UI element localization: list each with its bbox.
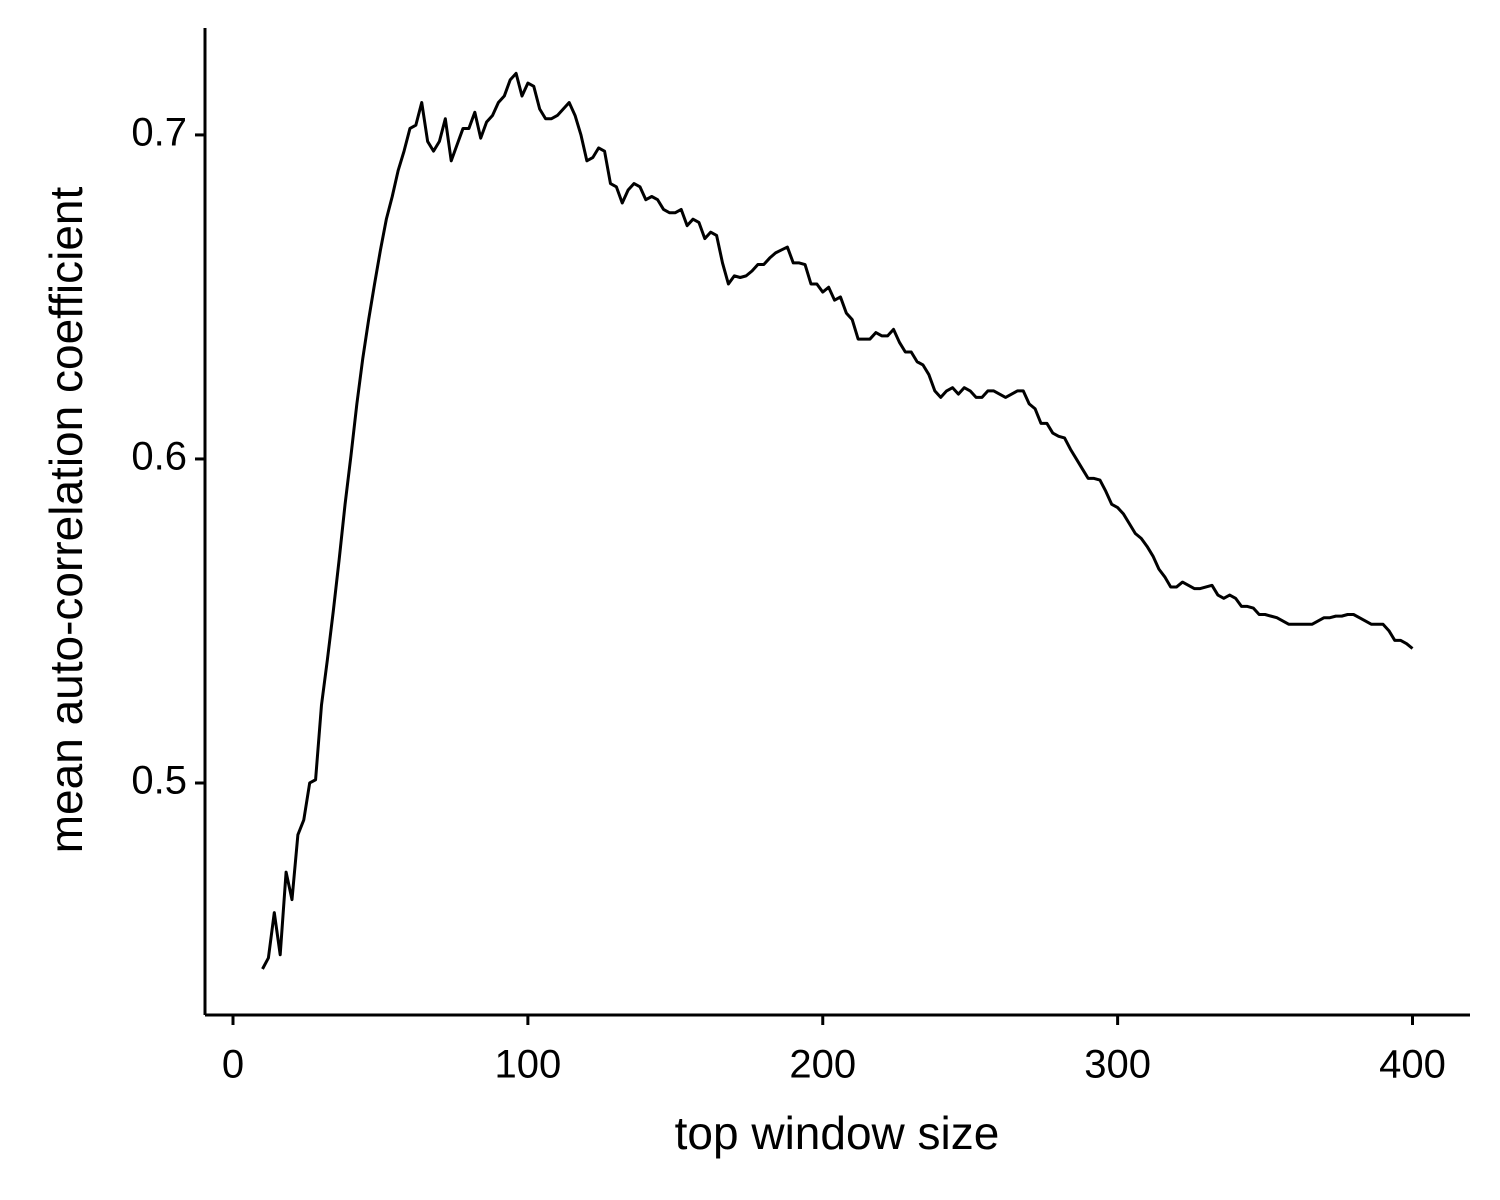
y-tick-label: 0.5 [131, 759, 187, 803]
data-line [261, 71, 1414, 970]
y-tick-label: 0.7 [131, 110, 187, 154]
x-axis-title: top window size [675, 1107, 1000, 1159]
x-tick-label: 0 [222, 1043, 244, 1087]
x-tick-label: 400 [1379, 1043, 1446, 1087]
x-tick-label: 300 [1084, 1043, 1151, 1087]
y-axis-title: mean auto-correlation coefficient [40, 187, 92, 854]
y-tick-label: 0.6 [131, 435, 187, 479]
x-tick-label: 100 [495, 1043, 562, 1087]
x-tick-label: 200 [789, 1043, 856, 1087]
